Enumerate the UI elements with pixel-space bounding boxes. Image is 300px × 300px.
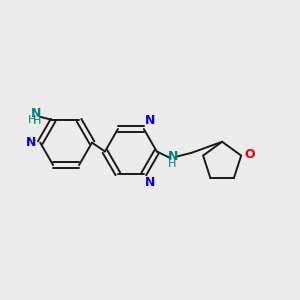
Text: N: N — [145, 114, 156, 127]
Text: H: H — [168, 159, 177, 169]
Text: N: N — [145, 176, 156, 189]
Text: O: O — [244, 148, 255, 161]
Text: N: N — [31, 107, 41, 120]
Text: N: N — [26, 136, 36, 149]
Text: N: N — [168, 150, 178, 163]
Text: H: H — [33, 116, 42, 126]
Text: H: H — [27, 115, 36, 125]
